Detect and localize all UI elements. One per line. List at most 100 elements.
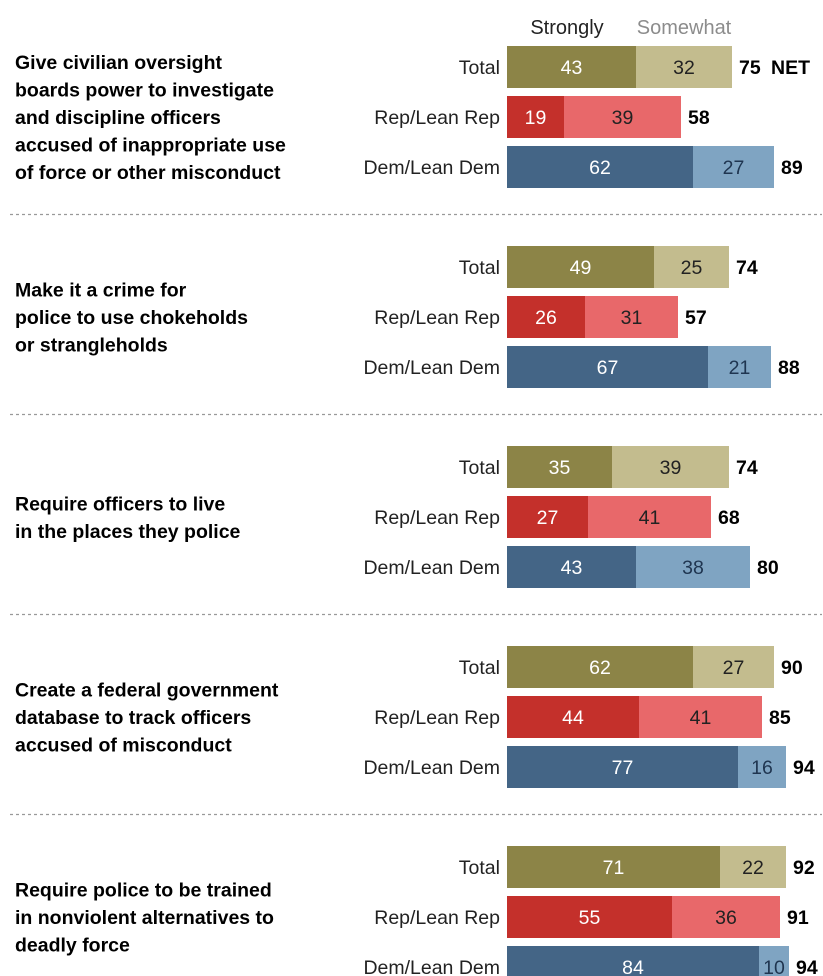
question-label-line: in the places they police bbox=[15, 521, 241, 543]
question-label: Give civilian oversight boards power to i… bbox=[15, 52, 286, 184]
bar-somewhat bbox=[588, 496, 711, 538]
bar-strongly-value: 43 bbox=[561, 57, 583, 79]
bar-somewhat bbox=[636, 46, 732, 88]
bar-somewhat-value: 25 bbox=[681, 257, 703, 279]
net-value: 74 bbox=[736, 257, 758, 279]
net-value: 80 bbox=[757, 557, 779, 579]
net-value: 58 bbox=[688, 107, 710, 129]
question-label-line: Make it a crime for bbox=[15, 280, 187, 302]
net-value: 85 bbox=[769, 707, 791, 729]
bar-somewhat-value: 39 bbox=[612, 107, 634, 129]
bar-somewhat-value: 27 bbox=[723, 657, 745, 679]
group-label: Rep/Lean Rep bbox=[374, 907, 500, 929]
bar-strongly-value: 26 bbox=[535, 307, 557, 329]
question-label-line: database to track officers bbox=[15, 707, 251, 729]
bar-strongly-value: 43 bbox=[561, 557, 583, 579]
group-label: Total bbox=[459, 257, 500, 279]
question-label-line: of force or other misconduct bbox=[15, 162, 281, 184]
bar-somewhat-value: 38 bbox=[682, 557, 704, 579]
bar-strongly-value: 62 bbox=[589, 657, 611, 679]
bar-strongly bbox=[507, 896, 672, 938]
bar-strongly bbox=[507, 296, 585, 338]
bar-somewhat-value: 32 bbox=[673, 57, 695, 79]
group-label: Rep/Lean Rep bbox=[374, 507, 500, 529]
bar-strongly bbox=[507, 446, 612, 488]
net-value: 94 bbox=[796, 957, 818, 976]
bar-somewhat-value: 39 bbox=[660, 457, 682, 479]
net-value: 68 bbox=[718, 507, 740, 529]
bar-strongly bbox=[507, 946, 759, 976]
group-label: Dem/Lean Dem bbox=[363, 557, 500, 579]
plot-area: Give civilian oversight boards power to i… bbox=[10, 46, 822, 976]
question-label: Require police to be trained in nonviolen… bbox=[15, 880, 274, 957]
group-label: Total bbox=[459, 857, 500, 879]
net-value: 75 bbox=[739, 57, 761, 79]
bar-strongly bbox=[507, 246, 654, 288]
question-label-line: Require officers to live bbox=[15, 493, 225, 515]
group-label: Total bbox=[459, 457, 500, 479]
question-label-line: deadly force bbox=[15, 935, 130, 957]
question-label-line: Give civilian oversight bbox=[15, 52, 223, 74]
group-label: Total bbox=[459, 57, 500, 79]
bar-somewhat bbox=[720, 846, 786, 888]
bar-somewhat bbox=[672, 896, 780, 938]
net-value: 92 bbox=[793, 857, 815, 879]
bar-somewhat-value: 27 bbox=[723, 157, 745, 179]
net-value: 90 bbox=[781, 657, 803, 679]
bar-somewhat bbox=[612, 446, 729, 488]
bar-strongly-value: 35 bbox=[549, 457, 571, 479]
bar-strongly-value: 55 bbox=[579, 907, 601, 929]
question-label-line: police to use chokeholds bbox=[15, 307, 248, 329]
legend-strongly: Strongly bbox=[530, 17, 603, 39]
bar-somewhat bbox=[738, 746, 786, 788]
group-label: Rep/Lean Rep bbox=[374, 307, 500, 329]
question-label: Require officers to live in the places th… bbox=[15, 493, 241, 543]
bar-somewhat bbox=[759, 946, 789, 976]
question-label-line: Create a federal government bbox=[15, 680, 279, 702]
question-label-line: or strangleholds bbox=[15, 335, 168, 357]
bar-strongly bbox=[507, 496, 588, 538]
group-label: Dem/Lean Dem bbox=[363, 157, 500, 179]
bar-strongly-value: 27 bbox=[537, 507, 559, 529]
bar-somewhat bbox=[585, 296, 678, 338]
bar-strongly bbox=[507, 646, 693, 688]
bar-somewhat bbox=[654, 246, 729, 288]
bar-strongly-value: 77 bbox=[612, 757, 634, 779]
question-label-line: accused of misconduct bbox=[15, 735, 232, 757]
bar-somewhat bbox=[564, 96, 681, 138]
bar-somewhat bbox=[708, 346, 771, 388]
bar-somewhat-value: 41 bbox=[639, 507, 661, 529]
bar-somewhat bbox=[636, 546, 750, 588]
group-label: Dem/Lean Dem bbox=[363, 957, 500, 976]
legend-somewhat: Somewhat bbox=[637, 17, 732, 39]
bar-somewhat-value: 21 bbox=[729, 357, 751, 379]
bar-somewhat bbox=[639, 696, 762, 738]
bar-strongly-value: 67 bbox=[597, 357, 619, 379]
bar-somewhat-value: 31 bbox=[621, 307, 643, 329]
bar-strongly bbox=[507, 696, 639, 738]
group-label: Rep/Lean Rep bbox=[374, 107, 500, 129]
net-value: 89 bbox=[781, 157, 803, 179]
net-value: 74 bbox=[736, 457, 758, 479]
group-label: Dem/Lean Dem bbox=[363, 757, 500, 779]
bar-strongly-value: 44 bbox=[562, 707, 584, 729]
net-value: 57 bbox=[685, 307, 707, 329]
net-value: 88 bbox=[778, 357, 800, 379]
bar-strongly bbox=[507, 46, 636, 88]
bar-strongly bbox=[507, 96, 564, 138]
bar-strongly-value: 49 bbox=[570, 257, 592, 279]
bar-strongly bbox=[507, 746, 738, 788]
bar-strongly bbox=[507, 346, 708, 388]
question-label-line: and discipline officers bbox=[15, 107, 221, 129]
bar-somewhat-value: 41 bbox=[690, 707, 712, 729]
net-value: 91 bbox=[787, 907, 809, 929]
net-value: 94 bbox=[793, 757, 815, 779]
group-label: Rep/Lean Rep bbox=[374, 707, 500, 729]
question-label: Create a federal government database to t… bbox=[15, 680, 279, 757]
bar-strongly bbox=[507, 546, 636, 588]
group-label: Total bbox=[459, 657, 500, 679]
question-label: Make it a crime for police to use chokeho… bbox=[15, 280, 248, 357]
net-legend-label: NET bbox=[771, 57, 810, 79]
bar-somewhat bbox=[693, 146, 774, 188]
